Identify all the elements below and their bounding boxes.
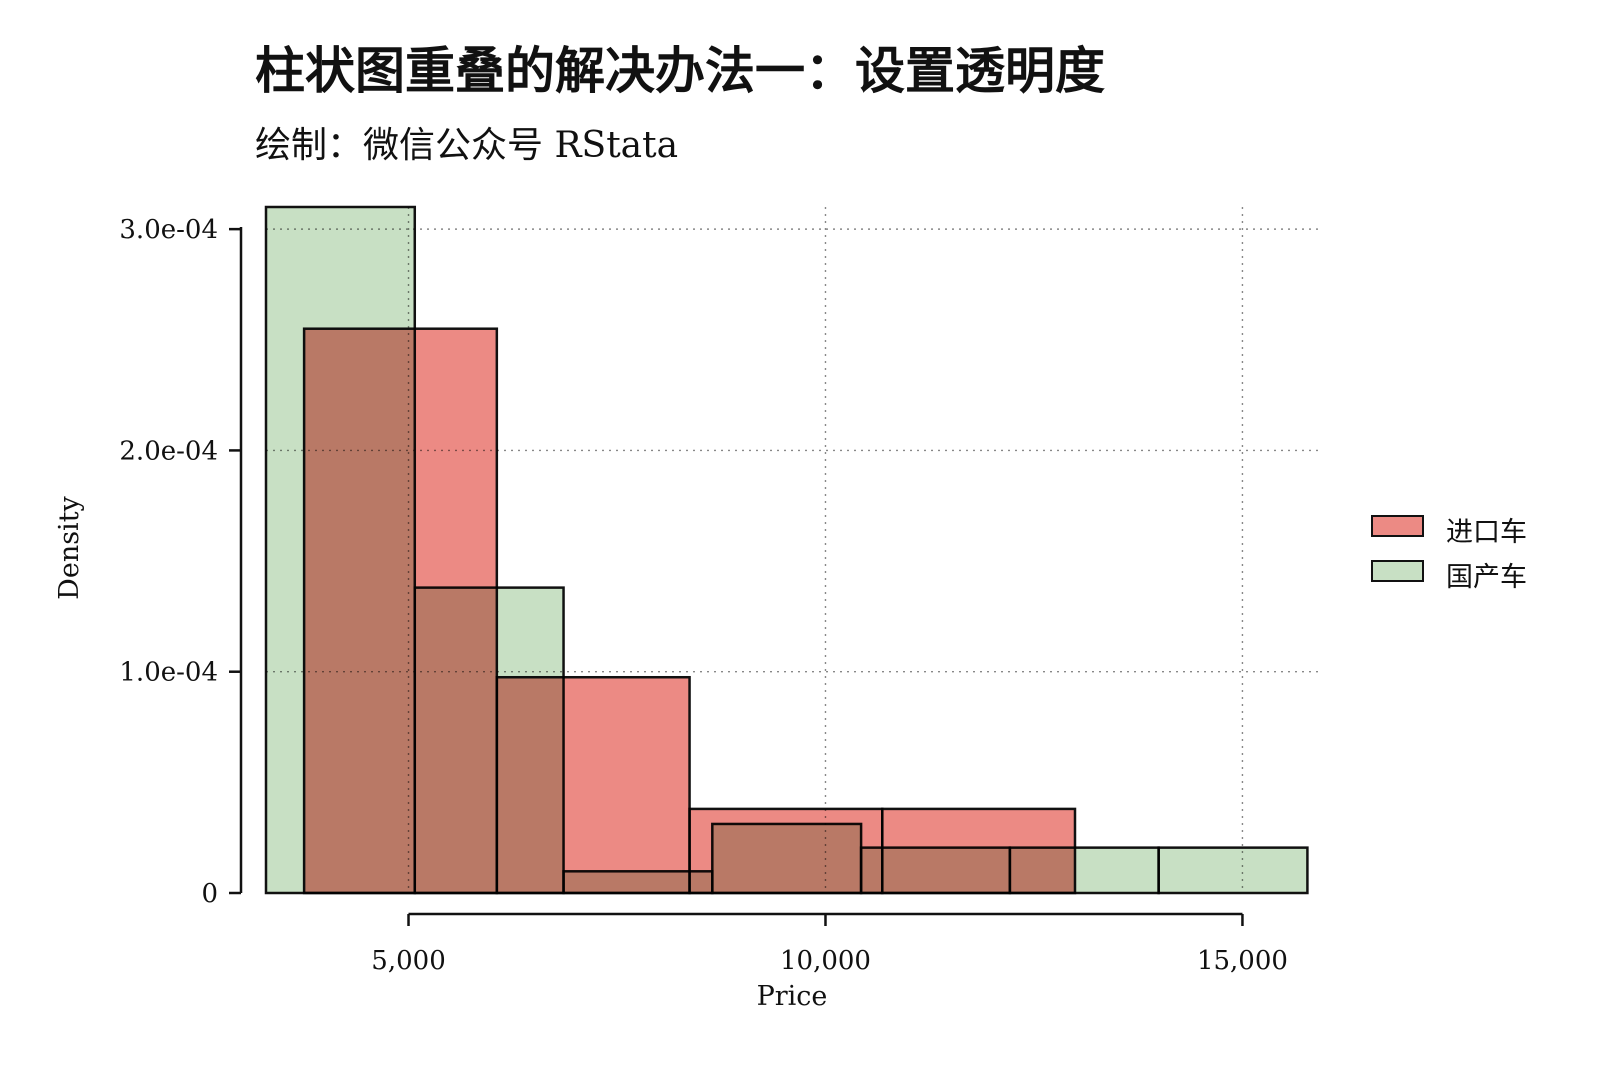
legend-label: 进口车 — [1446, 517, 1527, 548]
histogram-bar — [302, 327, 499, 895]
legend-item: 国产车 — [1371, 560, 1527, 593]
y-tick-label: 0 — [201, 879, 218, 909]
histogram-bar — [688, 807, 884, 895]
y-tick-label: 1.0e-04 — [119, 658, 218, 688]
x-tick-label: 10,000 — [780, 946, 871, 976]
legend-swatch — [1371, 560, 1424, 582]
legend-swatch — [1371, 515, 1424, 537]
axes: 0 1.0e-04 2.0e-04 3.0e-04 5,000 10,000 15,000 — [119, 215, 1288, 976]
legend-label: 国产车 — [1446, 562, 1527, 593]
histogram-bars — [264, 205, 1309, 895]
x-tick-label: 15,000 — [1197, 946, 1288, 976]
x-axis-title: Price — [757, 981, 828, 1012]
chart-title: 柱状图重叠的解决办法一：设置透明度 — [255, 41, 1105, 100]
y-axis-title: Density — [54, 495, 85, 599]
series-1 — [302, 327, 1077, 895]
histogram-bar — [495, 675, 691, 895]
y-tick-label: 2.0e-04 — [119, 436, 218, 466]
y-tick-label: 3.0e-04 — [119, 215, 218, 245]
legend-item: 进口车 — [1371, 515, 1527, 548]
chart-subtitle: 绘制：微信公众号 RStata — [255, 125, 678, 166]
x-tick-label: 5,000 — [371, 946, 445, 976]
histogram-bar — [1157, 846, 1309, 895]
histogram-bar — [881, 807, 1077, 895]
